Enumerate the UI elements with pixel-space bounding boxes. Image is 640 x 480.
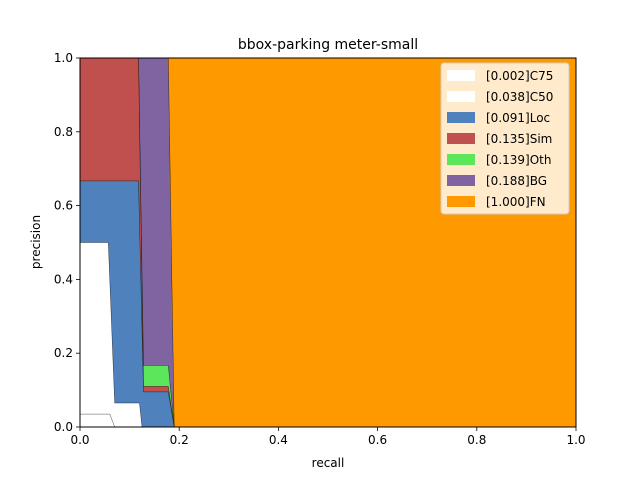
x-axis-label: recall (312, 456, 345, 470)
y-tick-label: 1.0 (54, 51, 73, 65)
legend-swatch (447, 112, 475, 123)
y-axis-ticks: 0.0 0.2 0.4 0.6 0.8 1.0 (54, 51, 80, 434)
y-tick-label: 0.8 (54, 125, 73, 139)
legend-swatch (447, 196, 475, 207)
x-tick-label: 0.2 (170, 433, 189, 447)
legend-label: [0.091]Loc (486, 111, 550, 125)
chart-title: bbox-parking meter-small (238, 37, 418, 53)
legend-label: [0.038]C50 (486, 90, 553, 104)
legend: [0.002]C75 [0.038]C50 [0.091]Loc [0.135]Sim… (440, 62, 570, 215)
legend-label: [0.188]BG (486, 174, 547, 188)
y-tick-label: 0.4 (54, 272, 73, 286)
legend-label: [0.139]Oth (486, 153, 551, 167)
plot-frame (79, 57, 577, 428)
legend-label: [0.135]Sim (486, 132, 552, 146)
legend-label: [0.002]C75 (486, 69, 553, 83)
y-axis-label: precision (29, 215, 43, 269)
y-tick-label: 0.0 (54, 420, 73, 434)
legend-swatch (447, 175, 475, 186)
y-tick-label: 0.6 (54, 199, 73, 213)
x-axis-ticks: 0.0 0.2 0.4 0.6 0.8 1.0 (70, 427, 586, 447)
x-tick-label: 0.8 (467, 433, 486, 447)
legend-swatch (447, 91, 475, 102)
x-tick-label: 0.4 (269, 433, 288, 447)
y-tick-label: 0.2 (54, 346, 73, 360)
legend-swatch (447, 70, 475, 81)
legend-label: [1.000]FN (486, 195, 546, 209)
legend-swatch (447, 154, 475, 165)
x-tick-label: 1.0 (566, 433, 585, 447)
area-0-002-c75 (79, 413, 116, 428)
x-tick-label: 0.0 (70, 433, 89, 447)
x-tick-label: 0.6 (368, 433, 387, 447)
legend-swatch (447, 133, 475, 144)
